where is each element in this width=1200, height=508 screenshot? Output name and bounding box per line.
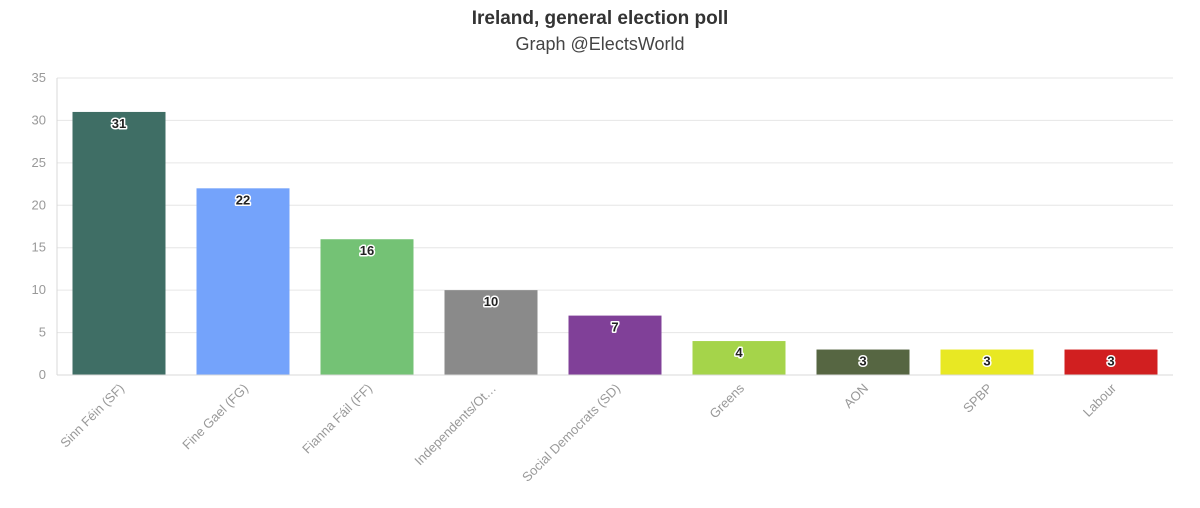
bar: [196, 188, 290, 375]
category-label: Sinn Féin (SF): [57, 381, 127, 451]
y-tick-label: 0: [39, 367, 46, 382]
y-tick-label: 25: [32, 155, 46, 170]
bar: [72, 111, 166, 375]
y-tick-label: 35: [32, 70, 46, 85]
bar: [444, 290, 538, 375]
category-label: Labour: [1080, 380, 1120, 420]
bar: [816, 349, 910, 375]
data-label: 22: [236, 192, 250, 207]
category-label: Greens: [706, 380, 747, 421]
category-label: AON: [841, 381, 872, 412]
data-label: 3: [983, 354, 990, 369]
bar: [320, 239, 414, 375]
data-label: 3: [1107, 354, 1114, 369]
chart-title: Ireland, general election poll: [471, 8, 729, 29]
chart-subtitle: Graph @ElectsWorld: [515, 34, 685, 54]
y-tick-label: 20: [32, 197, 46, 212]
category-label: Social Democrats (SD): [519, 381, 623, 485]
bar: [692, 341, 786, 375]
y-tick-label: 10: [32, 282, 46, 297]
bar: [940, 349, 1034, 375]
y-tick-label: 15: [32, 240, 46, 255]
data-label: 10: [484, 294, 498, 309]
bar: [1064, 349, 1158, 375]
data-label: 7: [611, 320, 618, 335]
category-label: Fianna Fáil (FF): [299, 381, 375, 457]
y-tick-label: 5: [39, 325, 46, 340]
category-label: Fine Gael (FG): [179, 381, 251, 453]
data-label: 4: [735, 345, 743, 360]
data-label: 3: [859, 354, 866, 369]
data-label: 16: [360, 243, 374, 258]
bar: [568, 315, 662, 375]
category-label: Independents/Ot…: [411, 381, 499, 469]
category-label: SPBP: [960, 381, 995, 416]
y-tick-label: 30: [32, 112, 46, 127]
data-label: 31: [112, 116, 126, 131]
